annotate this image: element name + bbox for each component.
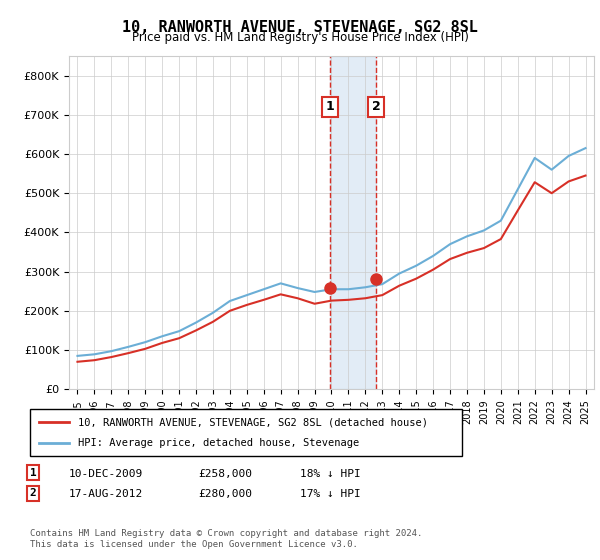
Text: 2: 2 [371,100,380,114]
Text: £280,000: £280,000 [198,489,252,500]
Text: HPI: Average price, detached house, Stevenage: HPI: Average price, detached house, Stev… [77,438,359,448]
Text: 1: 1 [29,468,37,478]
Text: 1: 1 [326,100,335,114]
Text: Contains HM Land Registry data © Crown copyright and database right 2024.
This d: Contains HM Land Registry data © Crown c… [30,529,422,549]
Text: 10, RANWORTH AVENUE, STEVENAGE, SG2 8SL: 10, RANWORTH AVENUE, STEVENAGE, SG2 8SL [122,20,478,35]
Text: 2: 2 [29,488,37,498]
Text: 17% ↓ HPI: 17% ↓ HPI [300,489,361,500]
Text: £258,000: £258,000 [198,469,252,479]
Text: 10, RANWORTH AVENUE, STEVENAGE, SG2 8SL (detached house): 10, RANWORTH AVENUE, STEVENAGE, SG2 8SL … [77,417,428,427]
FancyBboxPatch shape [30,409,462,456]
Text: 17-AUG-2012: 17-AUG-2012 [69,489,143,500]
Text: 18% ↓ HPI: 18% ↓ HPI [300,469,361,479]
Text: 10-DEC-2009: 10-DEC-2009 [69,469,143,479]
Bar [330,56,376,389]
Text: Price paid vs. HM Land Registry's House Price Index (HPI): Price paid vs. HM Land Registry's House … [131,31,469,44]
